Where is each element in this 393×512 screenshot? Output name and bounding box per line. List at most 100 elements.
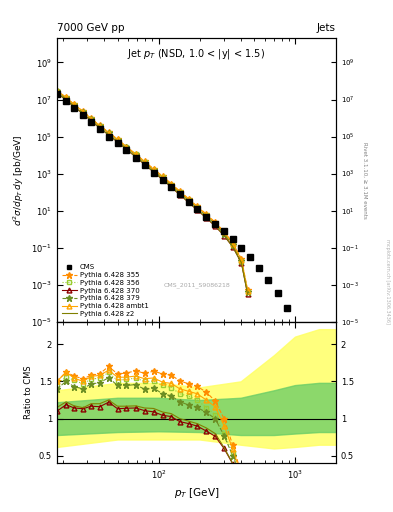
Pythia 6.428 370 [186,199,191,205]
Pythia 6.428 z2 [177,191,182,198]
Pythia 6.428 370 [230,244,235,250]
Pythia 6.428 356 [177,189,182,195]
Text: CMS_2011_S9086218: CMS_2011_S9086218 [163,282,230,288]
Pythia 6.428 379 [106,130,111,136]
Pythia 6.428 z2 [222,232,226,239]
CMS [106,134,111,140]
CMS [89,119,94,125]
Pythia 6.428 355 [186,196,191,202]
CMS [151,170,156,176]
Pythia 6.428 ambt1 [230,241,235,247]
Pythia 6.428 356 [72,101,76,108]
Pythia 6.428 370 [89,118,94,124]
Line: Pythia 6.428 355: Pythia 6.428 355 [53,87,251,294]
Pythia 6.428 356 [106,130,111,136]
Pythia 6.428 379 [195,205,200,211]
Pythia 6.428 356 [186,197,191,203]
Pythia 6.428 355 [213,219,217,225]
CMS [204,214,209,220]
Pythia 6.428 ambt1 [239,257,244,263]
Legend: CMS, Pythia 6.428 355, Pythia 6.428 356, Pythia 6.428 370, Pythia 6.428 379, Pyt: CMS, Pythia 6.428 355, Pythia 6.428 356,… [61,263,150,318]
Pythia 6.428 370 [124,146,129,153]
Pythia 6.428 z2 [81,111,86,117]
Pythia 6.428 370 [142,161,147,167]
Pythia 6.428 356 [204,212,209,219]
Text: 7000 GeV pp: 7000 GeV pp [57,23,125,33]
Pythia 6.428 355 [245,287,250,293]
CMS [294,324,299,330]
Pythia 6.428 370 [245,291,250,297]
Pythia 6.428 355 [106,129,111,135]
Pythia 6.428 355 [151,166,156,172]
Pythia 6.428 379 [64,95,68,101]
Pythia 6.428 379 [230,242,235,248]
CMS [169,184,174,190]
Pythia 6.428 379 [160,175,165,181]
CMS [124,147,129,154]
Pythia 6.428 370 [151,169,156,175]
CMS [275,290,280,296]
Pythia 6.428 ambt1 [142,159,147,165]
Pythia 6.428 379 [245,289,250,295]
Pythia 6.428 370 [55,90,59,96]
Pythia 6.428 356 [195,204,200,210]
Pythia 6.428 ambt1 [177,188,182,195]
Pythia 6.428 ambt1 [106,130,111,136]
Pythia 6.428 ambt1 [72,101,76,108]
Pythia 6.428 z2 [133,154,138,160]
Pythia 6.428 ambt1 [81,109,86,115]
Pythia 6.428 379 [239,258,244,264]
Pythia 6.428 ambt1 [64,94,68,100]
Pythia 6.428 356 [133,152,138,158]
Text: Jet $p_T$ (NSD, 1.0 < |y| < 1.5): Jet $p_T$ (NSD, 1.0 < |y| < 1.5) [127,47,266,61]
Pythia 6.428 379 [72,102,76,108]
Pythia 6.428 356 [230,241,235,247]
Pythia 6.428 355 [142,158,147,164]
CMS [72,105,76,111]
Line: Pythia 6.428 370: Pythia 6.428 370 [55,91,250,297]
Pythia 6.428 379 [169,182,174,188]
Pythia 6.428 z2 [195,207,200,213]
Pythia 6.428 370 [133,154,138,160]
Line: CMS: CMS [54,91,322,390]
Line: Pythia 6.428 z2: Pythia 6.428 z2 [57,93,248,294]
Pythia 6.428 370 [97,125,102,131]
CMS [160,177,165,183]
Pythia 6.428 356 [115,137,120,143]
Pythia 6.428 355 [89,115,94,121]
Pythia 6.428 370 [204,215,209,221]
Pythia 6.428 355 [222,228,226,234]
Pythia 6.428 379 [177,190,182,196]
Pythia 6.428 355 [133,151,138,157]
Pythia 6.428 356 [142,159,147,165]
Pythia 6.428 355 [160,173,165,179]
CMS [195,206,200,212]
Pythia 6.428 370 [72,104,76,110]
CMS [239,245,244,251]
CMS [230,237,235,243]
Pythia 6.428 370 [106,132,111,138]
Pythia 6.428 370 [81,111,86,117]
Line: Pythia 6.428 356: Pythia 6.428 356 [55,89,250,294]
Pythia 6.428 370 [115,139,120,145]
CMS [115,140,120,146]
Pythia 6.428 370 [213,223,217,229]
Line: Pythia 6.428 ambt1: Pythia 6.428 ambt1 [55,88,250,293]
Pythia 6.428 ambt1 [222,229,226,236]
Pythia 6.428 z2 [213,223,217,229]
Pythia 6.428 356 [97,123,102,129]
CMS [177,191,182,198]
Pythia 6.428 z2 [55,90,59,96]
Pythia 6.428 356 [89,116,94,122]
Pythia 6.428 379 [151,167,156,173]
Pythia 6.428 379 [133,152,138,158]
Pythia 6.428 ambt1 [89,116,94,122]
Pythia 6.428 356 [213,221,217,227]
Pythia 6.428 379 [186,197,191,203]
Pythia 6.428 ambt1 [124,144,129,150]
Pythia 6.428 ambt1 [115,136,120,142]
Pythia 6.428 370 [222,232,226,239]
Pythia 6.428 379 [204,213,209,219]
Pythia 6.428 ambt1 [55,88,59,94]
Pythia 6.428 355 [230,240,235,246]
